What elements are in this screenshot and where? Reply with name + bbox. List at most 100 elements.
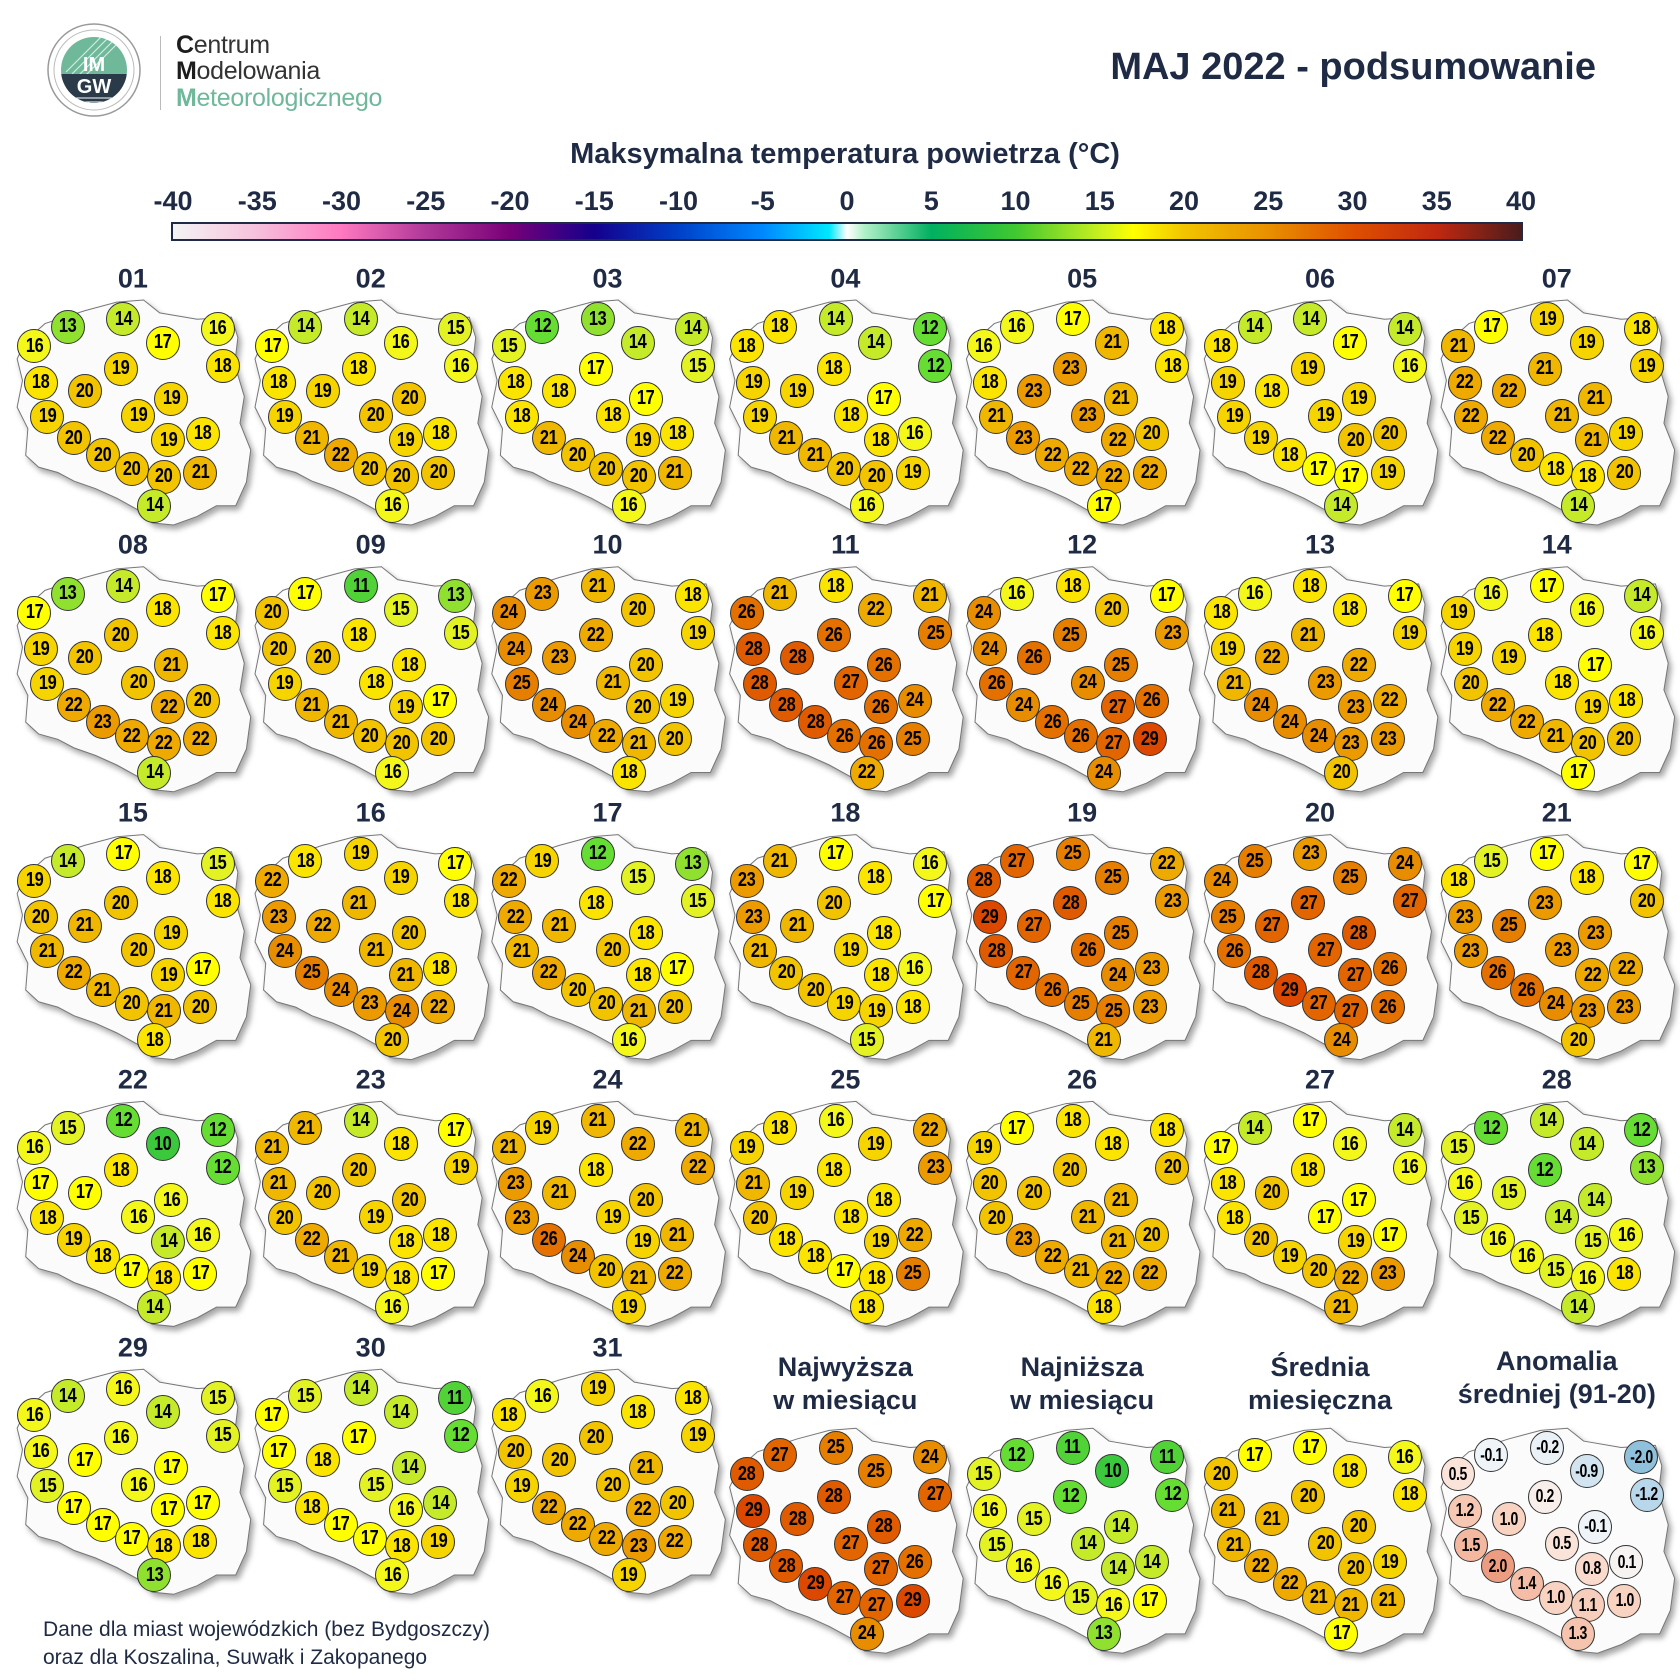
city-value: 25: [1104, 999, 1122, 1022]
city-value: 25: [513, 672, 531, 695]
city-value: 27: [1310, 992, 1328, 1015]
day-map-city-marker: 17: [114, 1521, 149, 1556]
city-value: 21: [367, 938, 385, 961]
city-value: 16: [383, 1563, 401, 1586]
city-value: 11: [1158, 1445, 1176, 1468]
city-value: 21: [744, 1172, 762, 1195]
city-value: 22: [303, 1228, 321, 1251]
city-value: 18: [668, 422, 686, 445]
day-map-city-marker: 14: [620, 325, 655, 360]
day-map-city-marker: 18: [1217, 1201, 1252, 1236]
day-map-city-marker: 16: [375, 1290, 410, 1325]
day-label: 04: [830, 263, 861, 294]
day-map-city-marker: 19: [780, 374, 815, 409]
day-map-city-marker: 14: [106, 569, 141, 604]
city-value: 12: [533, 315, 551, 338]
day-map-city-marker: 17: [114, 1253, 149, 1288]
city-value: 20: [1346, 428, 1365, 451]
day-map-city-marker: 21: [1095, 325, 1130, 360]
city-value: 25: [1103, 866, 1121, 888]
city-value: 14: [628, 331, 647, 354]
day-map-city-marker: 23: [1454, 934, 1489, 969]
city-value: 22: [906, 1223, 924, 1246]
day-map-city-marker: 18: [1055, 569, 1090, 604]
logo-divider: [160, 36, 161, 110]
day-map-city-marker: 19: [1530, 302, 1565, 337]
city-value: 20: [65, 426, 83, 449]
day-map-city-marker: 16: [375, 755, 410, 790]
city-value: 17: [1332, 1622, 1351, 1645]
day-map-city-marker: 26: [1035, 705, 1070, 740]
day-map-city-marker: 17: [999, 1111, 1034, 1146]
day-map-city-marker: 24: [1301, 719, 1336, 754]
city-value: 18: [1301, 574, 1320, 597]
day-map-city-marker: 20: [595, 1468, 630, 1502]
day-map-city-marker: 20: [589, 986, 624, 1021]
city-value: 21: [1586, 387, 1605, 410]
day-label: 22: [117, 1064, 148, 1095]
city-value: 19: [31, 637, 50, 660]
city-value: 19: [162, 921, 181, 944]
city-value: 20: [1579, 732, 1597, 755]
day-map-city-marker: 20: [421, 455, 456, 490]
mean-map-city-marker: 17: [1324, 1616, 1359, 1651]
day-map-city-marker: 12: [1624, 1113, 1659, 1148]
city-value: 20: [867, 465, 886, 488]
city-value: 1.2: [1455, 1500, 1474, 1521]
city-value: 29: [744, 1499, 762, 1522]
city-value: 23: [94, 710, 112, 733]
max-map-city-marker: 27: [859, 1588, 894, 1622]
day-map-city-marker: 24: [560, 1239, 595, 1274]
city-value: 22: [1140, 1262, 1159, 1285]
city-value: 27: [1108, 695, 1127, 718]
city-value: 19: [112, 357, 130, 380]
city-value: 16: [981, 1499, 999, 1522]
day-map-city-marker: 18: [1333, 592, 1367, 627]
day-map-city-marker: 18: [1210, 1166, 1245, 1201]
city-value: 20: [112, 623, 130, 646]
city-value: 29: [1281, 978, 1299, 1001]
city-value: 20: [1061, 1158, 1080, 1181]
city-value: 12: [1632, 1118, 1651, 1141]
city-value: 13: [683, 852, 701, 875]
city-value: 15: [451, 621, 470, 644]
city-value: 20: [1299, 1485, 1317, 1508]
city-value: 23: [1455, 905, 1474, 928]
city-value: 26: [871, 695, 890, 718]
day-map-city-marker: 22: [1447, 365, 1482, 400]
city-value: 14: [1538, 1109, 1556, 1132]
colorbar-tick-label: 40: [1505, 186, 1537, 216]
city-value: 14: [58, 1384, 77, 1407]
day-map-city-marker: 17: [255, 1398, 290, 1433]
day-map-city-marker: 17: [1387, 578, 1422, 613]
city-value: 19: [159, 963, 177, 986]
city-value: 18: [1632, 317, 1651, 340]
day-map-city-marker: 16: [375, 488, 410, 523]
colorbar-tick-label: 15: [1084, 186, 1115, 216]
city-value: 25: [1111, 921, 1130, 944]
day-map-city-marker: 21: [294, 688, 329, 722]
city-value: 19: [634, 428, 652, 451]
city-value: 19: [313, 379, 332, 402]
city-value: 19: [1617, 422, 1636, 445]
max-map-city-marker: 29: [895, 1583, 930, 1618]
colorbar-tick-label: 20: [1168, 186, 1200, 216]
day-map-city-marker: 20: [498, 1434, 533, 1469]
city-value: 17: [1380, 1223, 1399, 1246]
day-map-city-marker: 13: [438, 578, 473, 613]
city-value: 18: [391, 1132, 410, 1155]
day-map-city-marker: 22: [658, 1256, 692, 1291]
day-map-city-marker: 20: [1561, 1023, 1596, 1058]
day-map-city-marker: 18: [23, 365, 58, 400]
day-map-city-marker: 25: [1237, 844, 1272, 879]
city-value: 16: [1014, 1554, 1032, 1577]
day-map-city-marker: 19: [580, 1371, 615, 1406]
city-value: 18: [550, 379, 569, 402]
city-value: 16: [25, 334, 44, 357]
city-value: 18: [393, 1266, 411, 1289]
day-map-city-marker: 19: [421, 1524, 456, 1559]
day-map-city-marker: 18: [359, 665, 394, 700]
day-map-city-marker: 21: [580, 1103, 615, 1138]
city-value: 20: [668, 1491, 686, 1514]
day-map-city-marker: 21: [323, 1239, 358, 1274]
